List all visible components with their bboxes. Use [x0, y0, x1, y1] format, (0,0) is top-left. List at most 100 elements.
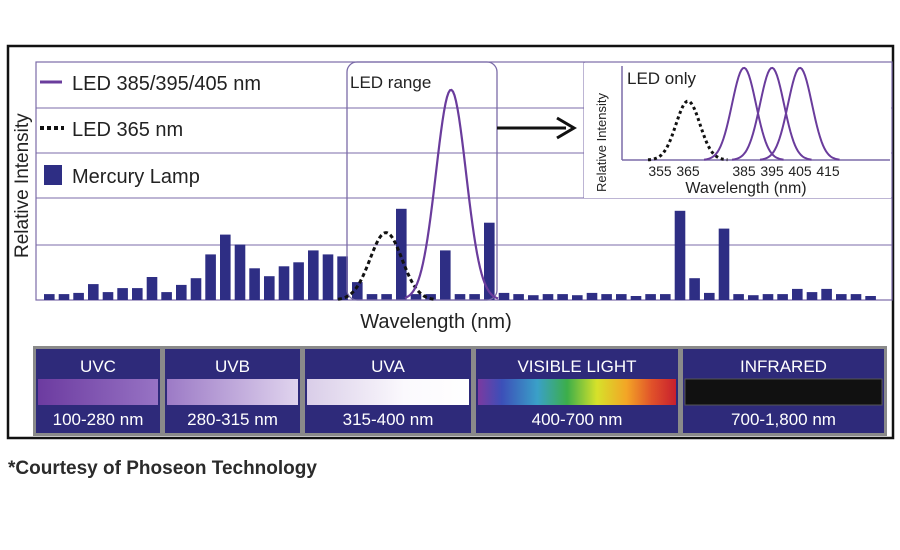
mercury-bar — [645, 294, 656, 300]
legend: LED 385/395/405 nm LED 365 nm Mercury La… — [40, 73, 261, 188]
band-uva: UVA 315-400 nm — [305, 349, 471, 433]
inset-tick-label: 385 — [732, 163, 756, 179]
inset-x-ticks: 355 365 385 395 405 415 — [648, 163, 840, 179]
legend-mercury-swatch — [44, 165, 62, 185]
inset-curve-405 — [759, 66, 840, 161]
inset-y-label: Relative Intensity — [594, 93, 609, 192]
mercury-bar — [73, 292, 84, 300]
inset-tick-label: 355 — [648, 163, 672, 179]
legend-led-uv-label: LED 385/395/405 nm — [72, 73, 261, 95]
inset-tick-label: 405 — [788, 163, 812, 179]
band-range: 700-1,800 nm — [731, 410, 836, 429]
inset-curve-395 — [731, 66, 812, 161]
legend-mercury-label: Mercury Lamp — [72, 166, 200, 188]
mercury-bar — [748, 295, 759, 300]
mercury-bar — [249, 268, 260, 300]
mercury-bar — [469, 294, 480, 300]
inset-x-label: Wavelength (nm) — [685, 180, 806, 197]
mercury-bar — [498, 292, 510, 300]
inset-chart: Relative Intensity LED only 355 365 385 395… — [584, 63, 891, 198]
band-visible-light: VISIBLE LIGHT 400-700 nm — [476, 349, 678, 433]
spectrum-band-table: UVC 100-280 nm UVB 280-315 nm UVA 315-400 nm V… — [33, 346, 887, 436]
mercury-bar — [572, 295, 583, 300]
inset-curves — [647, 66, 840, 162]
mercury-bar — [484, 222, 495, 300]
mercury-bar — [234, 244, 246, 300]
y-axis-label: Relative Intensity — [12, 113, 33, 258]
inset-background — [584, 63, 891, 198]
mercury-bar — [528, 295, 539, 300]
mercury-bar — [865, 296, 876, 300]
legend-led-365-label: LED 365 nm — [72, 119, 183, 141]
band-uvb: UVB 280-315 nm — [165, 349, 300, 433]
mercury-bar — [264, 276, 275, 300]
mercury-bar — [293, 262, 304, 300]
mercury-bar — [616, 294, 627, 300]
inset-tick-label: 395 — [760, 163, 784, 179]
inset-tick-label: 365 — [676, 163, 700, 179]
inset-curve-365 — [647, 99, 728, 162]
led-range-label: LED range — [350, 73, 431, 92]
mercury-bar — [337, 256, 348, 300]
band-range: 100-280 nm — [53, 410, 144, 429]
mercury-bar — [117, 288, 128, 300]
mercury-bar — [381, 294, 392, 300]
mercury-bar — [102, 292, 114, 300]
courtesy-credit: *Courtesy of Phoseon Technology — [8, 458, 317, 479]
led-385-395-405-curve — [404, 88, 499, 300]
mercury-bar — [352, 282, 363, 300]
mercury-bar — [557, 294, 568, 300]
mercury-bar — [44, 294, 55, 300]
band-infrared: INFRARED 700-1,800 nm — [683, 349, 884, 433]
band-color-swatch — [478, 379, 676, 405]
mercury-bar — [777, 294, 788, 300]
mercury-bar — [410, 294, 422, 300]
arrow-head — [556, 116, 577, 140]
band-uvc: UVC 100-280 nm — [36, 349, 160, 433]
band-range: 280-315 nm — [187, 410, 278, 429]
mercury-bar — [322, 254, 334, 300]
mercury-bar — [806, 292, 818, 300]
mercury-bar — [836, 294, 847, 300]
inset-tick-label: 415 — [816, 163, 840, 179]
mercury-bar — [704, 292, 715, 300]
mercury-bar — [586, 292, 598, 300]
mercury-bar — [132, 288, 143, 300]
mercury-bar — [220, 234, 231, 300]
band-name: INFRARED — [740, 357, 827, 376]
mercury-bar — [366, 294, 378, 300]
mercury-bar — [161, 292, 172, 300]
led-365-curve — [337, 231, 436, 301]
mercury-bars — [44, 208, 876, 301]
band-range: 400-700 nm — [532, 410, 623, 429]
inset-curve-385 — [703, 66, 784, 161]
mercury-bar — [718, 228, 730, 300]
mercury-bar — [88, 284, 99, 300]
band-name: UVB — [215, 357, 250, 376]
mercury-bar — [278, 266, 290, 300]
mercury-bar — [513, 294, 524, 300]
mercury-bar — [674, 210, 686, 301]
band-color-swatch — [167, 379, 298, 405]
mercury-bar — [308, 250, 319, 300]
band-color-swatch — [684, 378, 883, 406]
mercury-bar — [205, 254, 216, 300]
band-name: UVC — [80, 357, 116, 376]
x-axis-label: Wavelength (nm) — [360, 311, 512, 333]
mercury-bar — [689, 278, 700, 300]
mercury-bar — [792, 288, 803, 300]
mercury-bar — [850, 294, 862, 300]
inset-title: LED only — [627, 69, 696, 88]
band-name: UVA — [371, 357, 405, 376]
band-color-swatch — [38, 379, 158, 405]
mercury-bar — [440, 250, 451, 300]
mercury-bar — [733, 294, 744, 300]
mercury-bar — [660, 294, 671, 300]
mercury-bar — [146, 277, 158, 300]
mercury-bar — [542, 294, 554, 300]
led-range-box — [346, 61, 498, 301]
mercury-bar — [630, 296, 642, 300]
mercury-bar — [821, 288, 832, 300]
mercury-bar — [58, 294, 70, 300]
